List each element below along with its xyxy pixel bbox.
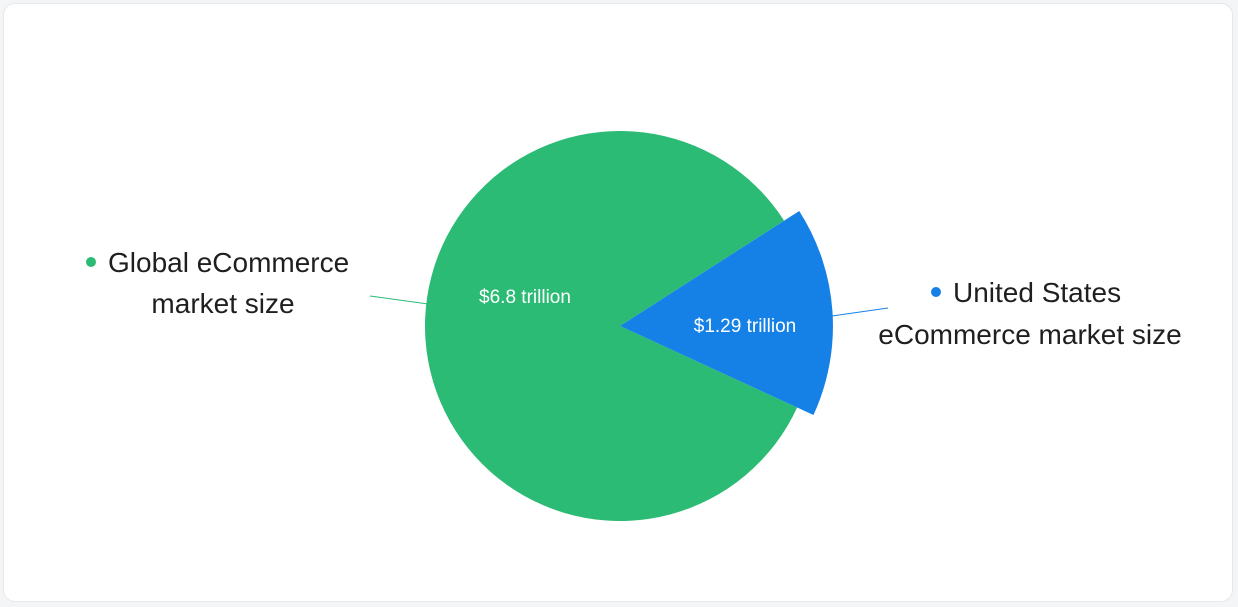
legend-label-united-states-line-1: United States <box>953 277 1121 308</box>
legend-marker-united-states <box>931 287 941 297</box>
legend-label-united-states-line-2: eCommerce market size <box>878 319 1181 350</box>
slice-value-label-united-states: $1.29 trillion <box>694 316 796 337</box>
legend: Global eCommerce market size United States… <box>86 247 1182 350</box>
callout-line-global <box>369 295 429 305</box>
pie-slice-united-states[interactable] <box>620 210 833 415</box>
legend-label-global-line-1: Global eCommerce <box>108 247 349 278</box>
pie-slice-global[interactable] <box>425 131 798 521</box>
legend-label-global-line-2: market size <box>151 288 294 319</box>
pie-slice-labels: $6.8 trillion $1.29 trillion <box>479 287 796 337</box>
callout-line-united-states <box>831 307 889 317</box>
pie-slices <box>425 131 833 521</box>
slice-value-label-global: $6.8 trillion <box>479 287 571 308</box>
legend-marker-global <box>86 257 96 267</box>
callout-lines <box>369 295 889 317</box>
